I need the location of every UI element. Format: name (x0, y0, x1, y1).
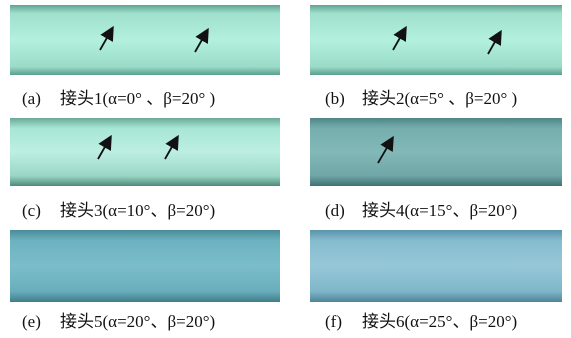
panel-label: (c) (22, 201, 41, 220)
caption: 接头6(α=25°、β=20°) (362, 312, 517, 331)
photo (310, 5, 562, 75)
photo (10, 230, 280, 302)
panel-label: (e) (22, 312, 41, 331)
panel-label: (f) (325, 312, 342, 331)
figure: (a) 接头1(α=0° 、β=20° ) (b) 接头2(α=5° 、β=20° )… (0, 0, 571, 338)
panels: (a) 接头1(α=0° 、β=20° ) (b) 接头2(α=5° 、β=20° )… (10, 5, 562, 331)
panel-label: (b) (325, 89, 345, 108)
panel-label: (a) (22, 89, 41, 108)
photo (10, 118, 280, 186)
panel-label: (d) (325, 201, 345, 220)
caption: 接头2(α=5° 、β=20° ) (362, 89, 517, 108)
caption: 接头4(α=15°、β=20°) (362, 201, 517, 220)
photo (10, 5, 280, 75)
caption: 接头1(α=0° 、β=20° ) (60, 89, 215, 108)
caption: 接头3(α=10°、β=20°) (60, 201, 215, 220)
photo (310, 118, 562, 186)
photo (310, 230, 562, 302)
caption: 接头5(α=20°、β=20°) (60, 312, 215, 331)
